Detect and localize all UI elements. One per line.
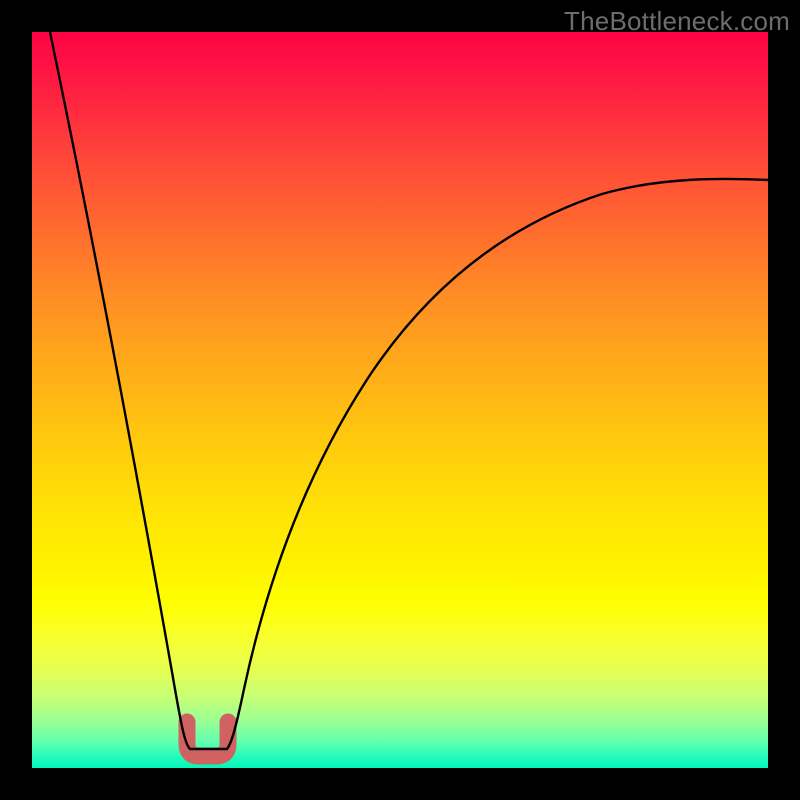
outer-frame: TheBottleneck.com [0,0,800,800]
chart-svg [32,32,768,768]
plot-area [32,32,768,768]
gradient-rect [32,32,768,768]
